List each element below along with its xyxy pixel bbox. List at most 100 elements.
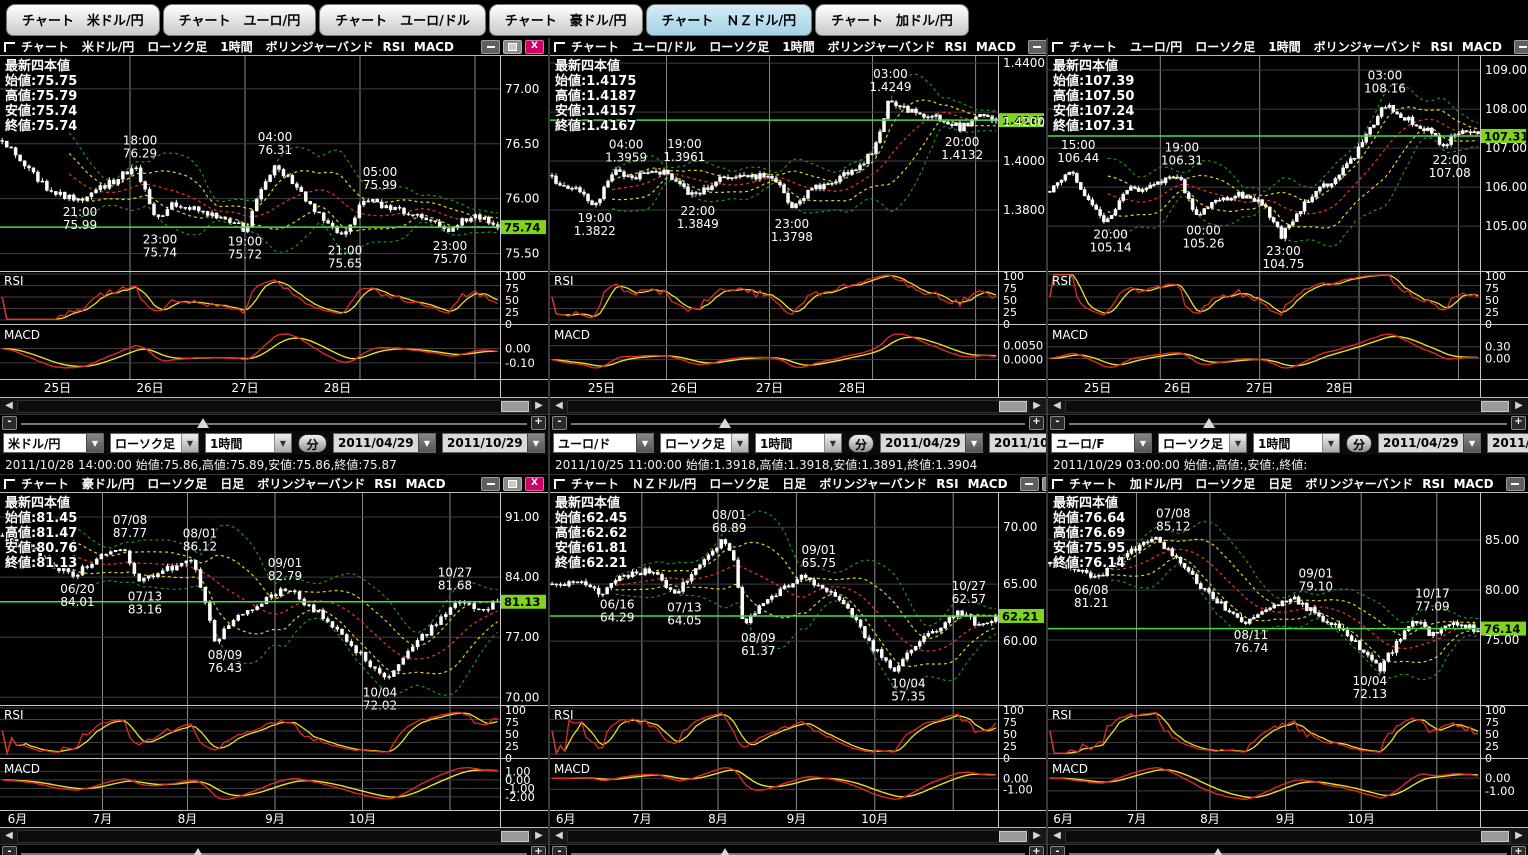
zoom-slider-track[interactable] bbox=[1069, 416, 1507, 430]
chevron-down-icon[interactable]: ▼ bbox=[1134, 434, 1151, 452]
chart-area[interactable]: 76.14 85.00 80.00 75.00 06/08 81.21 07/08 85.12… bbox=[1048, 492, 1528, 828]
chart-type-select[interactable]: ローソク足 ▼ bbox=[660, 433, 749, 453]
window-titlebar[interactable]: チャート 加ドル/円 ローソク足 日足 ボリンジャーバンド RSI MACD X bbox=[1048, 475, 1528, 492]
chevron-down-icon[interactable]: ▼ bbox=[1229, 434, 1246, 452]
chart-area[interactable]: 1.4167 1.4400 1.4200 1.4000 1.3800 19:00 1.382… bbox=[550, 55, 1046, 398]
date-to-select[interactable]: 2011/10/29 ▼ bbox=[1487, 433, 1528, 453]
window-titlebar[interactable]: チャート ユーロ/ドル ローソク足 1時間 ボリンジャーバンド RSI MACD… bbox=[550, 38, 1046, 55]
zoom-slider-track[interactable] bbox=[21, 416, 527, 430]
scrollbar-track[interactable] bbox=[1065, 829, 1511, 843]
close-button[interactable]: X bbox=[525, 476, 544, 491]
scrollbar-track[interactable] bbox=[567, 399, 1029, 413]
tab-eurjpy[interactable]: チャート ユーロ/円 bbox=[162, 4, 317, 36]
scrollbar-thumb[interactable] bbox=[999, 400, 1027, 412]
zoom-in-button[interactable]: + bbox=[531, 846, 546, 855]
scroll-right-icon[interactable]: ▶ bbox=[1033, 830, 1041, 841]
timeframe-select[interactable]: 1時間 ▼ bbox=[1253, 433, 1340, 453]
tab-cadjpy[interactable]: チャート 加ドル/円 bbox=[815, 4, 969, 36]
minimize-button[interactable] bbox=[1513, 39, 1528, 54]
zoom-slider-thumb[interactable] bbox=[197, 418, 210, 428]
close-button[interactable]: X bbox=[525, 39, 544, 54]
chart-area[interactable]: 107.31 109.00 108.00 107.00 106.00 105.00 15:0… bbox=[1048, 55, 1528, 398]
scroll-right-icon[interactable]: ▶ bbox=[1515, 830, 1523, 841]
minimize-button[interactable] bbox=[481, 476, 500, 491]
zoom-slider-track[interactable] bbox=[571, 846, 1025, 855]
maximize-button[interactable] bbox=[503, 476, 522, 491]
zoom-slider-thumb[interactable] bbox=[719, 418, 732, 428]
zoom-slider-thumb[interactable] bbox=[719, 848, 732, 855]
zoom-out-button[interactable]: - bbox=[1050, 416, 1065, 430]
timeframe-select[interactable]: 1時間 ▼ bbox=[755, 433, 842, 453]
scrollbar-track[interactable] bbox=[567, 829, 1029, 843]
zoom-in-button[interactable]: + bbox=[1511, 846, 1526, 855]
zoom-in-button[interactable]: + bbox=[1029, 416, 1044, 430]
scrollbar-thumb[interactable] bbox=[1481, 400, 1509, 412]
chevron-down-icon[interactable]: ▼ bbox=[274, 434, 291, 452]
pair-select[interactable]: 米ドル/円 ▼ bbox=[3, 433, 104, 453]
tab-usdjpy[interactable]: チャート 米ドル/円 bbox=[6, 4, 160, 36]
minimize-button[interactable] bbox=[1505, 476, 1525, 491]
zoom-slider-thumb[interactable] bbox=[1203, 418, 1216, 428]
date-from-select[interactable]: 2011/04/29 ▼ bbox=[880, 433, 984, 453]
date-to-select[interactable]: 2011/10/29 ▼ bbox=[989, 433, 1046, 453]
minimize-button[interactable] bbox=[1019, 476, 1039, 491]
scroll-left-icon[interactable]: ◀ bbox=[5, 400, 13, 411]
chart-area[interactable]: 81.13 91.00 84.00 77.00 70.00 06/20 84.01 07/08… bbox=[0, 492, 548, 828]
scrollbar-thumb[interactable] bbox=[1481, 830, 1509, 842]
scrollbar-track[interactable] bbox=[17, 399, 531, 413]
scrollbar-thumb[interactable] bbox=[501, 400, 529, 412]
tab-eurusd[interactable]: チャート ユーロ/ドル bbox=[319, 4, 486, 36]
price-chart[interactable]: 107.31 109.00 108.00 107.00 106.00 105.00 15:0… bbox=[1048, 56, 1528, 397]
chevron-down-icon[interactable]: ▼ bbox=[181, 434, 198, 452]
scroll-right-icon[interactable]: ▶ bbox=[535, 400, 543, 411]
minimize-button[interactable] bbox=[481, 39, 500, 54]
scroll-left-icon[interactable]: ◀ bbox=[1053, 400, 1061, 411]
chevron-down-icon[interactable]: ▼ bbox=[965, 434, 983, 452]
pair-select[interactable]: ユーロ/ド ▼ bbox=[553, 433, 654, 453]
chevron-down-icon[interactable]: ▼ bbox=[731, 434, 748, 452]
tab-audjpy[interactable]: チャート 豪ドル/円 bbox=[488, 4, 643, 36]
window-titlebar[interactable]: チャート 豪ドル/円 ローソク足 日足 ボリンジャーバンド RSI MACD X bbox=[0, 475, 548, 492]
analyze-button[interactable]: 分析 bbox=[298, 433, 327, 469]
price-chart[interactable]: 75.7477.0076.5076.0075.5021:0075.9918:00… bbox=[0, 56, 548, 397]
date-to-select[interactable]: 2011/10/29 ▼ bbox=[442, 433, 545, 453]
window-titlebar[interactable]: チャート ＮＺドル/円 ローソク足 日足 ボリンジャーバンド RSI MACD … bbox=[550, 475, 1046, 492]
chevron-down-icon[interactable]: ▼ bbox=[1463, 434, 1481, 452]
zoom-out-button[interactable]: - bbox=[2, 846, 17, 855]
zoom-out-button[interactable]: - bbox=[2, 416, 17, 430]
window-titlebar[interactable]: チャート 米ドル/円 ローソク足 1時間 ボリンジャーバンド RSI MACD … bbox=[0, 38, 548, 55]
scrollbar-thumb[interactable] bbox=[999, 830, 1027, 842]
zoom-slider-track[interactable] bbox=[571, 416, 1025, 430]
timeframe-select[interactable]: 1時間 ▼ bbox=[205, 433, 292, 453]
maximize-button[interactable] bbox=[503, 39, 522, 54]
scrollbar-track[interactable] bbox=[1065, 399, 1511, 413]
chevron-down-icon[interactable]: ▼ bbox=[824, 434, 841, 452]
pair-select[interactable]: ユーロ/F ▼ bbox=[1051, 433, 1152, 453]
scroll-left-icon[interactable]: ◀ bbox=[555, 830, 563, 841]
zoom-out-button[interactable]: - bbox=[552, 846, 567, 855]
chevron-down-icon[interactable]: ▼ bbox=[527, 434, 544, 452]
scrollbar-thumb[interactable] bbox=[501, 830, 529, 842]
window-titlebar[interactable]: チャート ユーロ/円 ローソク足 1時間 ボリンジャーバンド RSI MACD … bbox=[1048, 38, 1528, 55]
chart-area[interactable]: 75.74 77.00 76.50 76.00 75.50 21:00 75.99 18:00… bbox=[0, 55, 548, 398]
analyze-button[interactable]: 分析 bbox=[1346, 433, 1373, 469]
scroll-left-icon[interactable]: ◀ bbox=[1053, 830, 1061, 841]
zoom-out-button[interactable]: - bbox=[552, 416, 567, 430]
scroll-left-icon[interactable]: ◀ bbox=[555, 400, 563, 411]
analyze-button[interactable]: 分析 bbox=[848, 433, 875, 469]
date-from-select[interactable]: 2011/04/29 ▼ bbox=[333, 433, 436, 453]
minimize-button[interactable] bbox=[1027, 39, 1046, 54]
zoom-in-button[interactable]: + bbox=[1029, 846, 1044, 855]
chevron-down-icon[interactable]: ▼ bbox=[636, 434, 653, 452]
zoom-in-button[interactable]: + bbox=[1511, 416, 1526, 430]
chart-type-select[interactable]: ローソク足 ▼ bbox=[110, 433, 199, 453]
scroll-right-icon[interactable]: ▶ bbox=[1515, 400, 1523, 411]
zoom-slider-track[interactable] bbox=[1069, 846, 1507, 855]
chevron-down-icon[interactable]: ▼ bbox=[1322, 434, 1339, 452]
date-from-select[interactable]: 2011/04/29 ▼ bbox=[1378, 433, 1482, 453]
scroll-right-icon[interactable]: ▶ bbox=[1033, 400, 1041, 411]
zoom-out-button[interactable]: - bbox=[1050, 846, 1065, 855]
